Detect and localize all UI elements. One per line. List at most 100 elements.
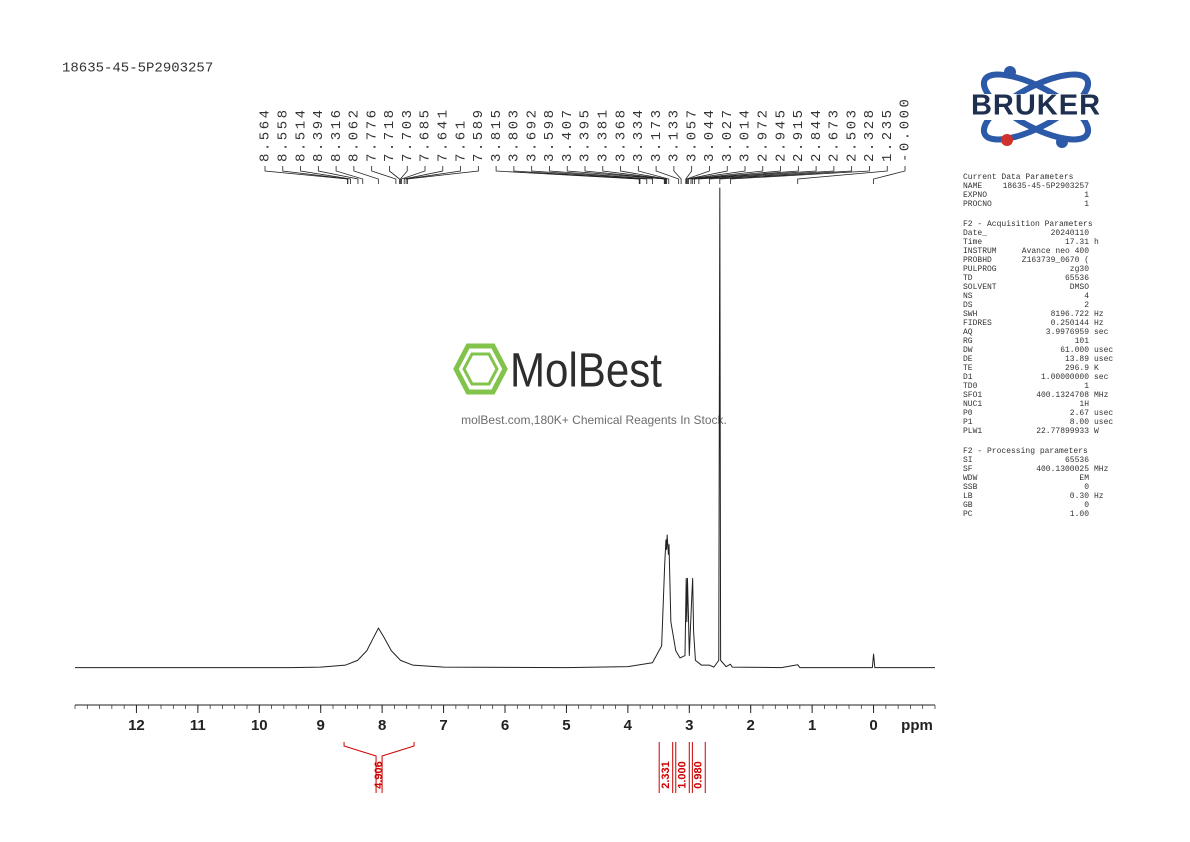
parameter-value: 1: [1084, 200, 1089, 209]
peak-leader: [685, 166, 693, 184]
x-tick-label: 4: [624, 717, 633, 734]
watermark-icon: [462, 352, 499, 386]
parameter-value: 1: [1084, 191, 1089, 200]
peak-leader: [282, 166, 349, 184]
peak-label: 1.235: [880, 107, 896, 162]
parameter-unit: MHz: [1094, 465, 1109, 474]
peak-leader: [690, 166, 764, 184]
peak-leader: [602, 166, 667, 184]
parameter-value: 20240110: [1051, 229, 1090, 238]
parameter-name: TD0: [963, 382, 978, 391]
peak-leader: [797, 166, 888, 184]
parameter-value: 0.30: [1070, 492, 1089, 501]
x-tick-label: 7: [439, 717, 447, 734]
peak-label: 3.692: [524, 107, 540, 162]
parameter-unit: W: [1094, 427, 1099, 436]
parameter-unit: Hz: [1094, 319, 1104, 328]
logo-orbit: [980, 71, 1092, 143]
peak-leader: [403, 166, 444, 184]
peak-label: 7.641: [435, 107, 451, 162]
parameter-value: 4: [1084, 292, 1089, 301]
parameter-unit: K: [1094, 364, 1099, 373]
parameter-name: RG: [963, 337, 973, 346]
parameter-unit: usec: [1094, 355, 1113, 364]
parameter-name: D1: [963, 373, 973, 382]
peak-leader: [686, 166, 710, 184]
peak-leader: [730, 166, 870, 184]
peak-label: 3.044: [702, 107, 718, 162]
sample-name: 18635-45-5P2903257: [62, 61, 213, 77]
parameter-value: 65536: [1065, 456, 1089, 465]
peak-label: 8.062: [347, 107, 363, 162]
peak-leader: [655, 166, 680, 184]
peak-leader: [566, 166, 665, 184]
peak-leader: [335, 166, 364, 184]
logo-dot: [1001, 134, 1013, 146]
x-tick-label: 12: [128, 717, 145, 734]
watermark-brand: MolBest: [510, 345, 662, 398]
integral-bracket: [691, 742, 706, 793]
peak-label: 3.598: [542, 107, 558, 162]
peak-leader: [673, 166, 682, 184]
integral-label: 4.906: [373, 761, 385, 789]
parameter-value: 400.1300025: [1036, 465, 1089, 474]
peak-label: 8.316: [329, 107, 345, 162]
logo-text: BRUKER: [971, 90, 1101, 122]
parameter-unit: MHz: [1094, 391, 1109, 400]
parameter-name: TD: [963, 274, 973, 283]
parameter-name: PLW1: [963, 427, 982, 436]
parameter-unit: usec: [1094, 418, 1113, 427]
parameter-name: INSTRUM: [963, 247, 997, 256]
parameter-value: 101: [1075, 337, 1090, 346]
x-tick-label: 1: [808, 717, 816, 734]
parameter-value: 8.00: [1070, 418, 1089, 427]
parameter-name: PROCNO: [963, 200, 992, 209]
spectrum: [75, 187, 935, 669]
peak-leader: [698, 166, 817, 184]
parameter-value: DMSO: [1070, 283, 1089, 292]
peak-leader: [353, 166, 379, 184]
parameter-name: PC: [963, 510, 973, 519]
parameter-name: DS: [963, 301, 973, 310]
integral-label: 1.000: [676, 761, 688, 789]
parameter-name: Date_: [963, 229, 987, 238]
peak-label: 2.673: [827, 107, 843, 162]
peak-label: 8.564: [258, 107, 274, 162]
parameter-value: 18635-45-5P2903257: [1003, 182, 1090, 191]
parameter-name: GB: [963, 501, 973, 510]
watermark-icon: [453, 343, 508, 395]
parameter-value: 0: [1084, 501, 1089, 510]
peak-leader: [692, 166, 781, 184]
peak-leader: [401, 166, 426, 184]
parameter-value: 2: [1084, 301, 1089, 310]
parameter-section-title: F2 - Acquisition Parameters: [963, 220, 1093, 229]
parameter-name: AQ: [963, 328, 973, 337]
parameter-value: 400.1324708: [1036, 391, 1089, 400]
peak-leader: [620, 166, 668, 184]
peak-label: 8.558: [275, 107, 291, 162]
peak-leader: [371, 166, 397, 184]
parameter-name: TE: [963, 364, 973, 373]
integral-bracket: [658, 742, 674, 793]
parameter-name: SF: [963, 465, 973, 474]
integral-label: 2.331: [660, 761, 672, 789]
peak-leader: [406, 166, 479, 184]
parameter-name: SI: [963, 456, 973, 465]
logo-backdrop: [958, 94, 1114, 120]
peak-label: -0.000: [898, 97, 914, 162]
x-tick-label: 11: [190, 717, 206, 734]
parameter-section-title: F2 - Processing parameters: [963, 447, 1088, 456]
peak-leader: [873, 166, 906, 184]
parameter-name: DE: [963, 355, 973, 364]
peak-label: 7.776: [364, 107, 380, 162]
peak-label: 2.945: [773, 107, 789, 162]
peak-leader: [531, 166, 648, 184]
x-tick-label: 10: [251, 717, 268, 734]
peak-label: 3.057: [684, 107, 700, 162]
integral-bracket: [343, 742, 415, 793]
parameter-value: 61.000: [1060, 346, 1089, 355]
peak-leader: [637, 166, 670, 184]
peak-label: 3.815: [489, 107, 505, 162]
parameter-name: NAME: [963, 182, 982, 191]
